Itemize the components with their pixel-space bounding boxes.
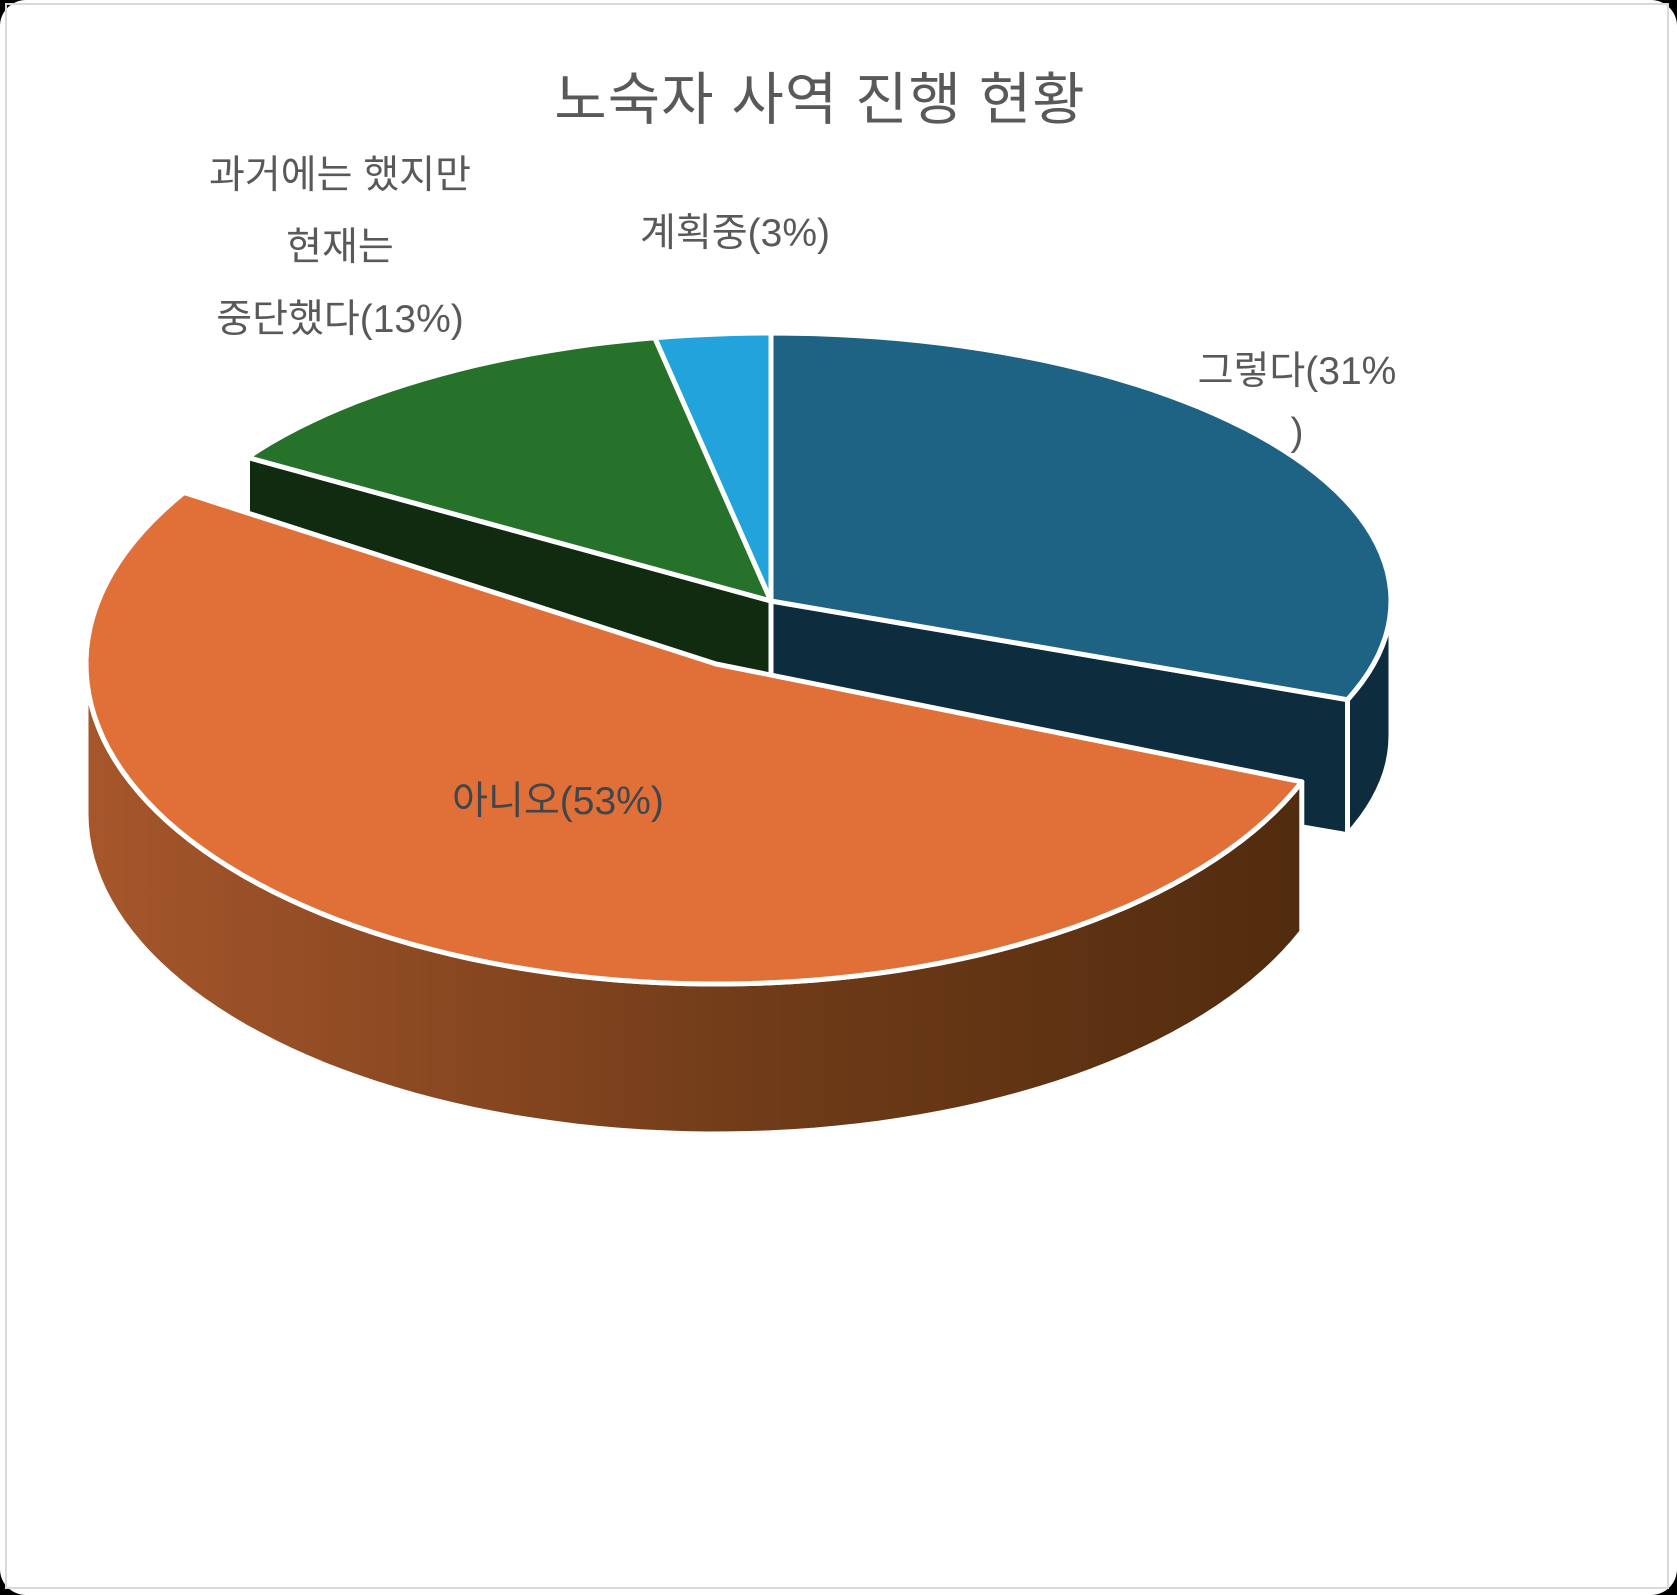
pie-slice-0-top (768, 330, 1394, 703)
pie-slice-2-top (245, 335, 774, 604)
label-slice-planning: 계획중(3%) (640, 212, 830, 255)
chart-title: 노숙자 사역 진행 현황 (554, 68, 1086, 132)
label-slice-yes-line2: ) (1290, 411, 1304, 454)
label-slice-discontinued-line3: 중단했다(13%) (216, 298, 464, 341)
label-slice-yes-line1: 그렇다(31% (1197, 350, 1397, 393)
pie-slice-1-top (83, 490, 1305, 987)
label-slice-no: 아니오(53%) (452, 780, 664, 823)
label-slice-discontinued-line2: 현재는 (286, 226, 394, 269)
label-slice-discontinued-line1: 과거에는 했지만 (209, 154, 471, 197)
pie-slice-3-top (652, 330, 774, 604)
label-slice-yes: 그렇다(31% ) (1198, 341, 1397, 463)
label-slice-discontinued: 과거에는 했지만 현재는 중단했다(13%) (209, 140, 471, 356)
